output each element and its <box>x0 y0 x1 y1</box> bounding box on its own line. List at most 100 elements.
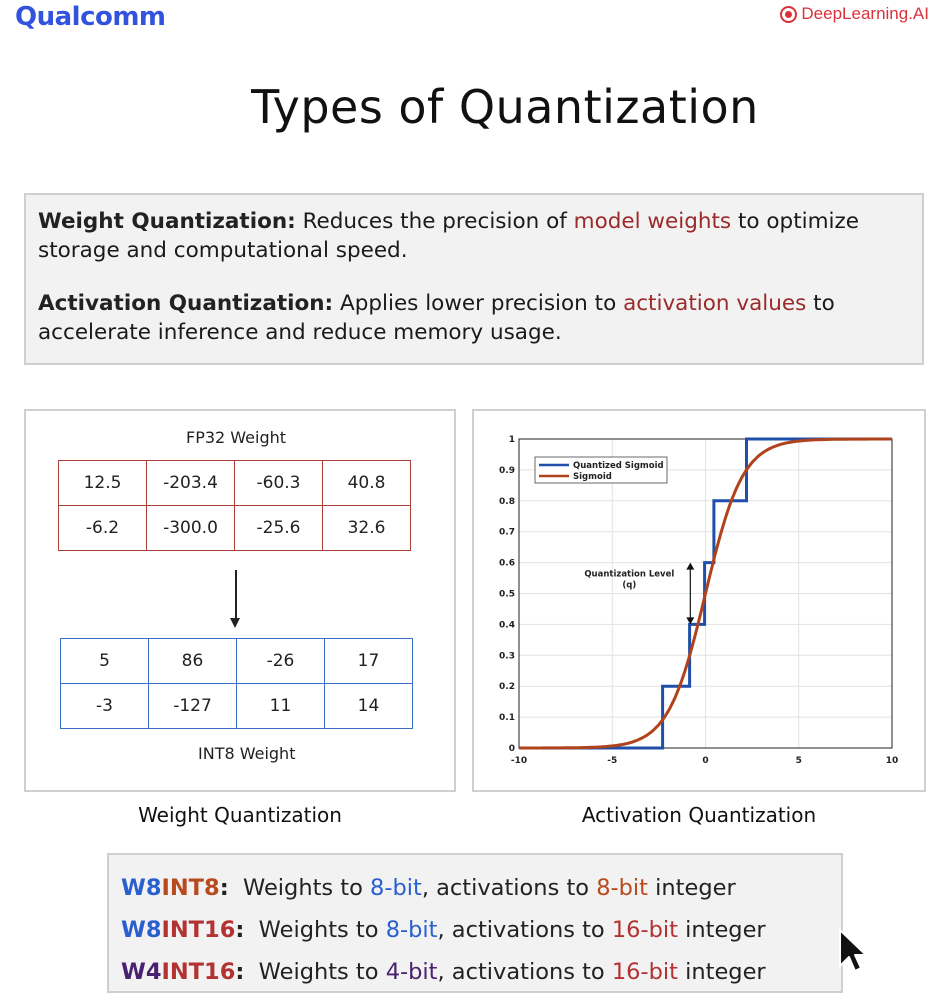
weight-text-after: to optimize storage and computational sp… <box>38 209 860 263</box>
table-cell: -25.6 <box>234 505 323 551</box>
scheme-activation-tag: INT8 <box>161 875 220 901</box>
y-tick-label: 0.6 <box>499 559 515 569</box>
mouse-cursor-icon <box>839 929 867 972</box>
legend-label: Sigmoid <box>573 472 612 482</box>
deeplearning-label: DeepLearning.AI <box>801 4 929 23</box>
activation-quantization-caption: Activation Quantization <box>581 803 817 827</box>
quantized-sigmoid-line <box>519 437 892 750</box>
scheme-text: integer <box>677 959 766 985</box>
x-tick-label: 5 <box>796 756 802 766</box>
weight-quantization-caption: Weight Quantization <box>138 803 342 827</box>
activation-term: Activation Quantization: <box>38 291 334 316</box>
y-tick-label: 0.2 <box>499 682 515 692</box>
scheme-text: , activations to <box>437 917 612 943</box>
table-cell: -26 <box>236 638 325 684</box>
y-tick-label: 0 <box>509 744 515 754</box>
scheme-colon: : <box>219 875 229 901</box>
plot-frame <box>518 438 893 749</box>
scheme-activation-bits: 8-bit <box>596 875 648 901</box>
scheme-text: Weights to <box>243 875 371 901</box>
annotation-label: Quantization Level <box>584 570 674 580</box>
y-tick-label: 0.9 <box>499 466 515 476</box>
table-cell: -300.0 <box>146 505 235 551</box>
weight-term: Weight Quantization: <box>38 209 296 234</box>
x-tick-label: 0 <box>702 756 708 766</box>
qualcomm-logo: Qualcomm <box>15 2 166 32</box>
table-cell: -60.3 <box>234 460 323 506</box>
scheme-weight-tag: W8 <box>121 875 162 901</box>
fp32-table: 12.5 -203.4 -60.3 40.8 -6.2 -300.0 -25.6… <box>58 460 411 551</box>
x-tick-label: 10 <box>886 756 899 766</box>
y-tick-label: 0.1 <box>499 713 515 723</box>
annotation-sublabel: (q) <box>622 580 636 590</box>
table-cell: 32.6 <box>322 505 411 551</box>
page-title: Types of Quantization <box>251 80 759 134</box>
arrow-up-icon <box>686 562 695 570</box>
table-row: -6.2 -300.0 -25.6 32.6 <box>58 505 411 551</box>
sigmoid-chart: -10 -5 0 5 10 0 0.1 0.2 0.3 0.4 0.5 0.6 0.7 0.8 0.9 1 Qu… <box>499 435 899 766</box>
scheme-activation-tag: INT16 <box>161 917 236 943</box>
sigmoid-line <box>519 437 892 750</box>
table-cell: -127 <box>148 683 237 729</box>
scheme-activation-tag: INT16 <box>161 959 236 985</box>
int8-table: 5 86 -26 17 -3 -127 11 14 <box>60 638 413 729</box>
table-row: 12.5 -203.4 -60.3 40.8 <box>58 460 411 506</box>
table-cell: 40.8 <box>322 460 411 506</box>
definitions-box: Weight Quantization: Reduces the precisi… <box>24 193 924 365</box>
scheme-colon: : <box>235 959 245 985</box>
table-cell: 11 <box>236 683 325 729</box>
y-tick-label: 0.8 <box>499 497 515 507</box>
weight-text-before: Reduces the precision of <box>295 209 574 234</box>
weight-highlight: model weights <box>573 209 732 234</box>
scheme-row: W8INT16: Weights to 8-bit, activations t… <box>121 909 841 951</box>
table-cell: 14 <box>324 683 413 729</box>
scheme-text: integer <box>647 875 736 901</box>
quantization-schemes-box: W8INT8: Weights to 8-bit, activations to… <box>107 853 843 993</box>
scheme-weight-tag: W8 <box>121 917 162 943</box>
activation-text-before: Applies lower precision to <box>333 291 624 316</box>
scheme-weight-tag: W4 <box>121 959 162 985</box>
scheme-text: integer <box>677 917 766 943</box>
y-tick-label: 0.3 <box>499 651 515 661</box>
y-tick-label: 1 <box>509 435 515 445</box>
table-cell: 12.5 <box>58 460 147 506</box>
scheme-row: W4INT16: Weights to 4-bit, activations t… <box>121 951 841 993</box>
scheme-text: , activations to <box>437 959 612 985</box>
scheme-row: W8INT8: Weights to 8-bit, activations to… <box>121 867 841 909</box>
scheme-weight-bits: 8-bit <box>370 875 422 901</box>
table-cell: 5 <box>60 638 149 684</box>
scheme-weight-bits: 4-bit <box>385 959 438 985</box>
table-cell: -6.2 <box>58 505 147 551</box>
weight-definition: Weight Quantization: Reduces the precisi… <box>38 207 910 265</box>
down-arrow <box>235 570 237 622</box>
scheme-text: Weights to <box>258 959 386 985</box>
table-cell: 17 <box>324 638 413 684</box>
x-tick-label: -10 <box>511 756 527 766</box>
table-row: -3 -127 11 14 <box>60 683 413 729</box>
legend-label: Quantized Sigmoid <box>573 461 664 471</box>
table-cell: 86 <box>148 638 237 684</box>
y-tick-label: 0.5 <box>499 590 515 600</box>
scheme-weight-bits: 8-bit <box>385 917 438 943</box>
arrow-head-icon <box>230 618 240 628</box>
scheme-text: , activations to <box>421 875 597 901</box>
arrow-down-icon <box>686 617 695 625</box>
x-tick-label: -5 <box>607 756 617 766</box>
scheme-text: Weights to <box>258 917 386 943</box>
table-row: 5 86 -26 17 <box>60 638 413 684</box>
table-cell: -3 <box>60 683 149 729</box>
scheme-activation-bits: 16-bit <box>611 959 678 985</box>
int8-label: INT8 Weight <box>198 744 296 763</box>
table-cell: -203.4 <box>146 460 235 506</box>
scheme-activation-bits: 16-bit <box>611 917 678 943</box>
y-tick-label: 0.7 <box>499 528 515 538</box>
activation-highlight: activation values <box>623 291 807 316</box>
scheme-colon: : <box>235 917 245 943</box>
deeplearning-icon <box>780 5 798 23</box>
deeplearning-logo: DeepLearning.AI <box>780 4 929 24</box>
legend-box <box>534 456 668 484</box>
activation-text-after: to accelerate inference and reduce memor… <box>38 291 835 345</box>
y-tick-label: 0.4 <box>499 620 515 630</box>
fp32-label: FP32 Weight <box>186 428 287 447</box>
activation-definition: Activation Quantization: Applies lower p… <box>38 289 910 347</box>
